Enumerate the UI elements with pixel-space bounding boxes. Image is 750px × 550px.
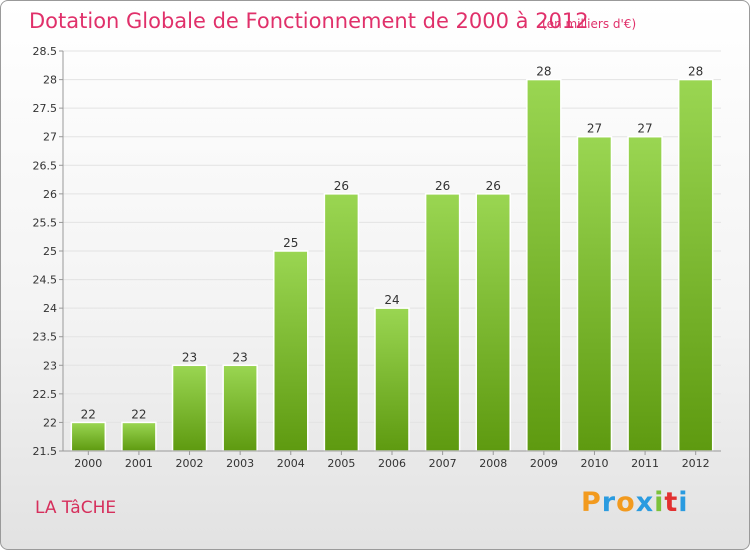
bar-2005 [323,193,360,452]
bar-2012 [677,78,714,452]
logo-letter: i [654,487,665,518]
data-label: 26 [435,179,450,193]
y-tick-label: 24 [43,302,57,315]
y-tick-label: 24.5 [33,274,58,287]
x-tick-label: 2010 [580,457,608,470]
x-tick-label: 2009 [530,457,558,470]
bar-2002 [171,364,208,452]
bar-2003 [222,364,258,452]
y-tick-label: 23.5 [33,331,58,344]
y-tick-label: 22 [43,416,57,429]
x-tick-label: 2000 [74,457,102,470]
bars [70,78,714,452]
data-label: 28 [688,65,703,79]
bar-2000 [70,421,107,452]
bar-2007 [424,193,461,452]
x-tick-label: 2008 [479,457,507,470]
logo-letter: x [635,487,655,518]
x-tick-label: 2001 [125,457,153,470]
logo-letter: o [616,487,636,518]
x-tick-label: 2012 [682,457,710,470]
x-tick-label: 2002 [176,457,204,470]
y-tick-label: 27.5 [33,102,58,115]
data-label: 26 [486,179,501,193]
logo-letter: t [664,487,679,518]
y-tick-label: 26 [43,188,57,201]
data-label: 22 [131,407,146,421]
x-tick-label: 2011 [631,457,659,470]
x-tick-label: 2007 [429,457,457,470]
y-tick-label: 28.5 [33,45,58,58]
y-tick-label: 26.5 [33,159,58,172]
data-label: 24 [384,293,399,307]
bar-2006 [374,307,410,452]
data-label: 22 [81,407,96,421]
x-tick-label: 2003 [226,457,254,470]
y-tick-label: 25 [43,245,57,258]
logo-letter: P [581,487,602,518]
data-label: 28 [536,65,551,79]
chart-subtitle: (en milliers d'€) [542,17,637,31]
bar-2011 [627,135,663,452]
bar-2008 [475,193,511,452]
y-tick-label: 21.5 [33,445,58,458]
x-tick-label: 2005 [327,457,355,470]
data-label: 26 [334,179,349,193]
chart-title: Dotation Globale de Fonctionnement de 20… [29,9,589,33]
data-label: 23 [233,350,248,364]
y-tick-label: 23 [43,359,57,372]
data-label: 23 [182,350,197,364]
labels: 22 22 23 23 25 26 24 26 26 28 27 27 28 [81,65,704,422]
bar-2001 [121,421,157,452]
x-tick-label: 2006 [378,457,406,470]
commune-name: LA TâCHE [35,498,117,518]
y-tick-label: 25.5 [33,216,58,229]
bar-2004 [273,250,309,452]
data-label: 27 [587,122,602,136]
y-tick-label: 27 [43,131,57,144]
y-tick-label: 22.5 [33,388,58,401]
bar-2010 [576,135,613,452]
y-tick-label: 28 [43,74,57,87]
axes: 21.5 22 22.5 23 23.5 24 24.5 25 25.5 26 26.5 27 27.5… [33,45,721,470]
x-tick-label: 2004 [277,457,305,470]
data-label: 25 [283,236,298,250]
data-label: 27 [637,122,652,136]
logo-letter: i [678,487,689,518]
bar-2009 [526,78,562,452]
proxiti-logo: Proxiti [581,487,689,518]
logo-letter: r [601,487,617,518]
